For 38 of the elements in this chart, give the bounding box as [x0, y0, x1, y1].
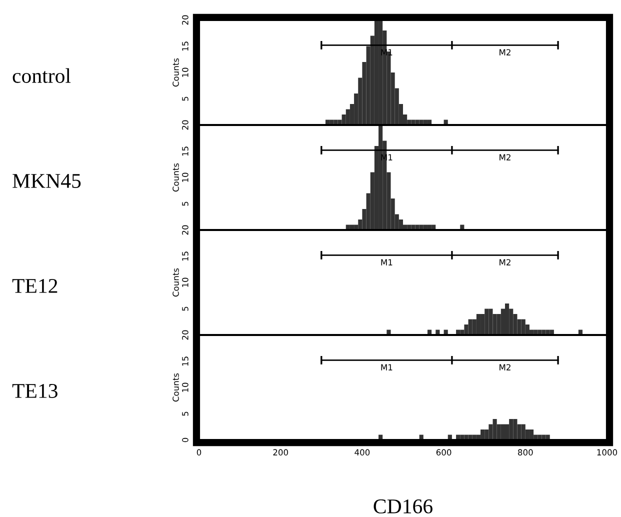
y-axis-title: Counts [172, 163, 179, 192]
y-tick-label: 5 [182, 96, 188, 101]
y-axis-title: Counts [172, 268, 179, 297]
annotation: M2 [500, 259, 510, 266]
x-tick-label: 800 [518, 449, 533, 456]
y-tick-label: 20 [182, 225, 188, 235]
y-tick-label: 0 [182, 438, 188, 442]
annotation: M1 [381, 364, 392, 370]
y-tick-label: 5 [182, 202, 188, 206]
text: TE13 [12, 384, 58, 398]
x-tick-label: 200 [273, 449, 288, 456]
text: TE12 [12, 278, 58, 293]
y-tick-label: 10 [182, 68, 188, 77]
text: control [12, 68, 71, 83]
y-tick-label: 15 [182, 42, 188, 51]
y-tick-label: 5 [182, 412, 188, 416]
annotation: M1 [381, 259, 392, 266]
text: MKN45 [12, 174, 81, 188]
annotation: M2 [500, 49, 510, 56]
x-tick-label: 600 [436, 449, 452, 456]
y-axis-title: Counts [172, 58, 179, 87]
x-axis-title: CD166 [374, 499, 432, 514]
y-tick-label: 5 [182, 306, 188, 311]
x-tick-label: 1000 [597, 449, 618, 456]
y-tick-label: 15 [182, 252, 188, 261]
y-tick-label: 10 [182, 172, 188, 182]
annotation: M2 [500, 364, 510, 370]
y-axis-title: Counts [172, 373, 179, 402]
y-tick-label: 15 [182, 356, 188, 366]
y-tick-label: 15 [182, 146, 188, 156]
annotation: M2 [500, 154, 510, 160]
x-tick-label: 400 [354, 449, 370, 456]
y-tick-label: 10 [182, 278, 188, 287]
x-tick-label: 0 [196, 449, 202, 456]
y-tick-label: 20 [182, 120, 188, 130]
y-tick-label: 20 [182, 15, 188, 25]
y-tick-label: 10 [182, 382, 188, 392]
y-tick-label: 20 [182, 330, 188, 340]
